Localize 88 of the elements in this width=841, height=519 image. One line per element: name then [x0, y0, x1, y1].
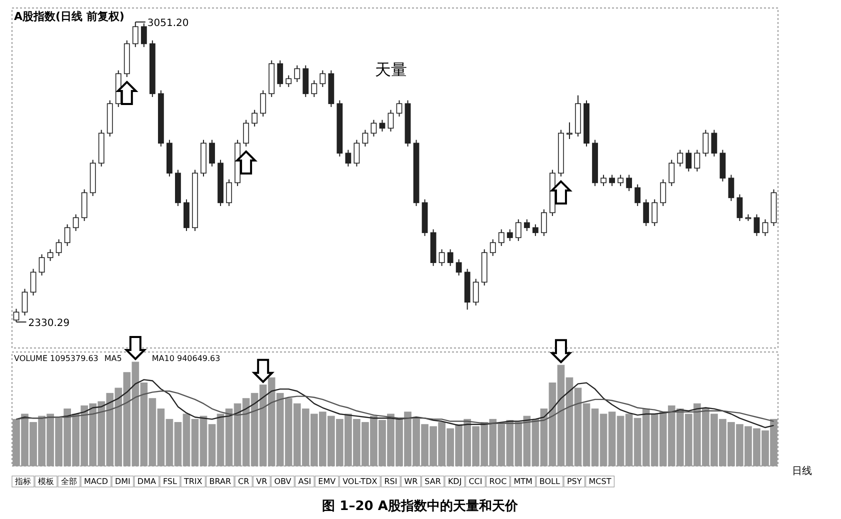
text: 指标	[14, 477, 31, 486]
text: TRIX	[182, 477, 203, 486]
candlestick	[370, 119, 377, 138]
text: KDJ	[448, 477, 462, 486]
candlestick	[311, 80, 318, 98]
candlestick	[566, 122, 572, 140]
candlestick	[694, 149, 700, 172]
text: WR	[404, 477, 418, 486]
text: OBV	[274, 477, 292, 486]
candlestick	[643, 198, 650, 226]
text: RSI	[384, 477, 398, 486]
text: BRAR	[209, 477, 232, 486]
candlestick	[345, 149, 352, 167]
chart-title: A股指数(日线 前复权)	[14, 10, 124, 23]
candlestick	[600, 174, 606, 187]
text: FSL	[162, 477, 178, 486]
candlestick	[252, 109, 258, 128]
text: VOL-TDX	[342, 477, 378, 486]
annotation: MA10 940649.63	[152, 354, 220, 363]
candlestick	[762, 218, 768, 236]
candlestick	[660, 178, 666, 207]
annotation: 3051.20	[147, 18, 189, 29]
candlestick	[72, 214, 79, 232]
candlestick	[226, 178, 232, 207]
text: 全部	[61, 477, 77, 486]
text: MCST	[588, 477, 612, 486]
text: CCI	[468, 477, 482, 486]
text: EMV	[318, 477, 336, 486]
candlestick	[490, 238, 496, 256]
candlestick	[320, 70, 326, 88]
candlestick	[677, 149, 684, 167]
text: CR	[238, 477, 250, 486]
candlestick	[456, 258, 462, 276]
candlestick	[686, 149, 692, 172]
candlestick	[532, 224, 538, 236]
candlestick	[277, 60, 284, 88]
candlestick	[47, 248, 54, 262]
caption: 图 1–20 A股指数中的天量和天价	[322, 498, 519, 514]
candlestick	[609, 174, 615, 187]
candlestick	[447, 248, 454, 266]
candlestick	[736, 194, 743, 222]
text: ASI	[298, 477, 312, 486]
text: 模板	[38, 477, 54, 486]
candlestick	[652, 198, 658, 226]
candlestick	[668, 159, 675, 187]
text: VR	[256, 477, 268, 486]
candlestick	[472, 278, 479, 306]
candlestick	[540, 208, 547, 236]
candlestick	[396, 100, 402, 118]
candlestick	[56, 238, 62, 256]
candlestick	[354, 139, 360, 167]
text: MTM	[514, 477, 532, 486]
candlestick	[362, 129, 368, 148]
candlestick	[286, 74, 292, 88]
candlestick	[38, 254, 45, 276]
candlestick	[626, 174, 632, 192]
text: 日线	[792, 465, 812, 477]
candlestick	[243, 119, 250, 148]
candlestick	[702, 129, 709, 157]
text: ROC	[489, 477, 508, 486]
candlestick	[506, 228, 513, 242]
text: SAR	[424, 477, 442, 486]
candlestick	[515, 218, 522, 242]
text: DMI	[114, 477, 130, 486]
text: BOLL	[539, 477, 560, 486]
candlestick	[711, 129, 718, 157]
candlestick	[618, 174, 624, 187]
candlestick	[524, 218, 530, 232]
text: MACD	[84, 477, 108, 486]
candlestick	[294, 64, 300, 83]
candlestick	[388, 109, 394, 132]
candlestick	[64, 224, 70, 246]
annotation: 2330.29	[28, 318, 70, 329]
candlestick	[438, 248, 445, 266]
candlestick	[260, 90, 266, 118]
text: PSY	[566, 477, 582, 486]
text: DMA	[137, 477, 156, 486]
annotation: 天量	[375, 60, 407, 79]
candlestick	[634, 184, 641, 207]
annotation: VOLUME 1095379.63	[14, 354, 98, 363]
candlestick	[754, 214, 760, 236]
candlestick	[498, 228, 504, 246]
candlestick	[728, 174, 734, 202]
annotation: MA5	[104, 354, 122, 363]
candlestick	[379, 119, 386, 132]
candlestick	[30, 268, 36, 296]
candlestick	[209, 139, 215, 167]
candlestick	[22, 288, 28, 316]
